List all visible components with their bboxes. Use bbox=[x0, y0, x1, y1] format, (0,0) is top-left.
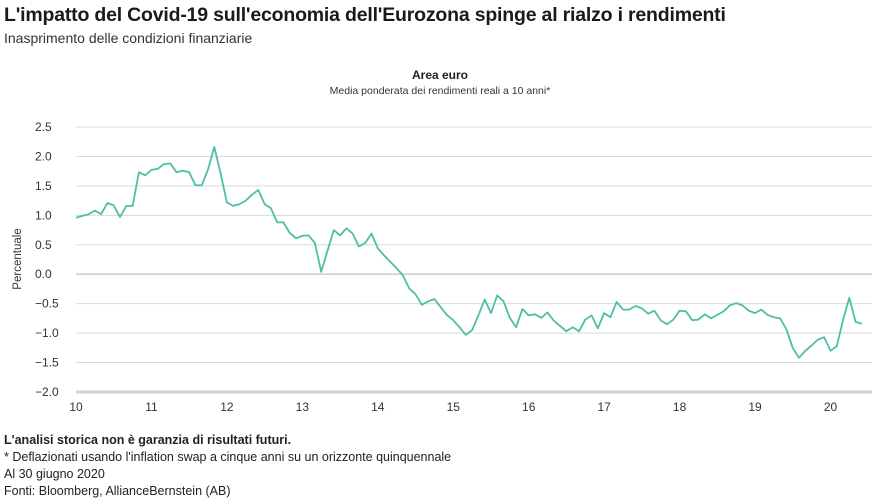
x-tick-label: 15 bbox=[447, 400, 461, 414]
disclaimer: L'analisi storica non è garanzia di risu… bbox=[4, 433, 292, 447]
y-tick-label: 1.5 bbox=[35, 179, 52, 193]
y-tick-label: −1.0 bbox=[35, 326, 59, 340]
x-tick-label: 20 bbox=[824, 400, 838, 414]
x-tick-label: 13 bbox=[296, 400, 310, 414]
x-tick-label: 14 bbox=[371, 400, 385, 414]
y-tick-label: 0.0 bbox=[35, 267, 52, 281]
x-tick-label: 10 bbox=[69, 400, 83, 414]
chart-title: Area euro bbox=[411, 68, 469, 82]
x-tick-label: 17 bbox=[597, 400, 611, 414]
x-tick-label: 12 bbox=[220, 400, 234, 414]
x-tick-label: 18 bbox=[673, 400, 687, 414]
sources: Fonti: Bloomberg, AllianceBernstein (AB) bbox=[4, 484, 231, 498]
x-tick-label: 11 bbox=[145, 400, 158, 414]
y-tick-label: 2.5 bbox=[35, 120, 52, 134]
y-tick-label: −2.0 bbox=[35, 385, 59, 399]
footnote: * Deflazionati usando l'inflation swap a… bbox=[4, 450, 452, 464]
page-subtitle: Inasprimento delle condizioni finanziari… bbox=[4, 30, 253, 46]
page-title: L'impatto del Covid-19 sull'economia del… bbox=[4, 4, 726, 26]
x-tick-label: 19 bbox=[748, 400, 762, 414]
series-line-area-euro bbox=[75, 146, 863, 359]
date-note: Al 30 giugno 2020 bbox=[4, 467, 105, 481]
line-chart: 2.5 2.0 1.5 1.0 0.5 0.0 −0.5 −1.0 −1.5 −2.0 10 11 12… bbox=[12, 120, 872, 414]
y-tick-label: −1.5 bbox=[35, 356, 59, 370]
y-tick-label: 1.0 bbox=[35, 208, 52, 222]
y-axis-label: Percentuale bbox=[12, 228, 24, 289]
y-tick-label: −0.5 bbox=[35, 297, 59, 311]
x-tick-label: 16 bbox=[522, 400, 536, 414]
chart-subtitle: Media ponderata dei rendimenti reali a 1… bbox=[329, 85, 551, 97]
y-tick-label: 0.5 bbox=[35, 238, 52, 252]
y-tick-label: 2.0 bbox=[35, 149, 52, 163]
